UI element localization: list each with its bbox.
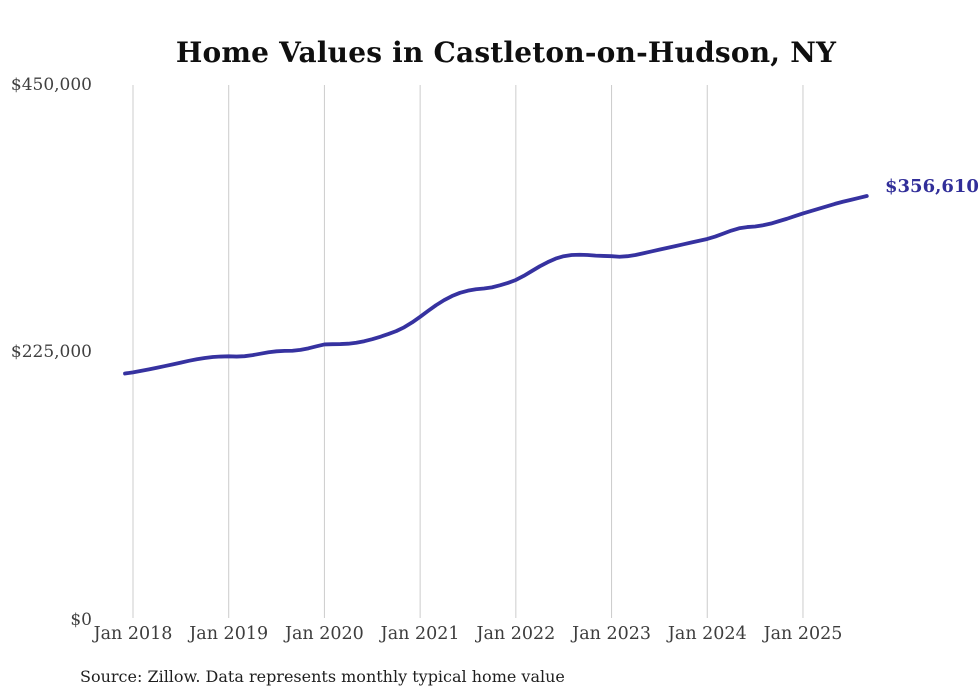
x-axis-tick-jan-2021: Jan 2021 bbox=[380, 624, 460, 644]
x-axis-tick-jan-2019: Jan 2019 bbox=[189, 624, 269, 644]
y-axis-tick-450000: $450,000 bbox=[10, 75, 92, 95]
x-axis-tick-jan-2025: Jan 2025 bbox=[763, 624, 843, 644]
chart-title: Home Values in Castleton-on-Hudson, NY bbox=[175, 36, 837, 69]
home-value-series-line bbox=[123, 194, 869, 376]
x-axis-tick-jan-2020: Jan 2020 bbox=[284, 624, 364, 644]
x-axis-tick-jan-2018: Jan 2018 bbox=[93, 624, 173, 644]
source-note: Source: Zillow. Data represents monthly … bbox=[80, 667, 565, 686]
x-axis-tick-jan-2023: Jan 2023 bbox=[572, 624, 652, 644]
x-axis-tick-jan-2024: Jan 2024 bbox=[667, 624, 747, 644]
y-axis-tick-0: $0 bbox=[70, 610, 92, 630]
x-axis-tick-jan-2022: Jan 2022 bbox=[476, 624, 556, 644]
latest-value-label: $356,610 bbox=[885, 176, 979, 197]
y-axis-tick-225000: $225,000 bbox=[10, 342, 92, 362]
